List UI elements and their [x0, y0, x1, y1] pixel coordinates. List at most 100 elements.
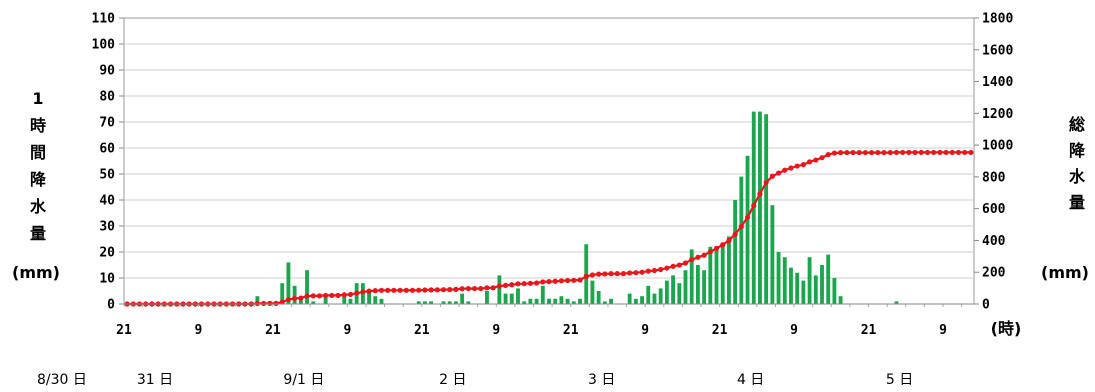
hourly-bar	[640, 296, 644, 304]
hourly-bar	[727, 236, 731, 304]
cumulative-point	[732, 231, 738, 237]
cumulative-point	[546, 278, 552, 285]
y-right-tick-label: 400	[982, 234, 1006, 249]
cumulative-point	[273, 300, 279, 306]
cumulative-point	[409, 287, 416, 293]
cumulative-point	[838, 149, 844, 156]
y-left-tick-label: 30	[99, 220, 115, 235]
cumulative-point	[862, 149, 869, 156]
hourly-bar	[776, 252, 781, 304]
hourly-bar	[764, 114, 769, 304]
hourly-bar	[695, 265, 700, 304]
cumulative-point	[900, 149, 906, 156]
cumulative-point	[484, 285, 490, 291]
cumulative-point	[428, 287, 434, 293]
cumulative-point	[496, 283, 502, 289]
y-left-tick-label: 50	[99, 168, 115, 183]
cumulative-point	[713, 245, 720, 251]
cumulative-point	[869, 149, 875, 156]
cumulative-point	[347, 291, 354, 298]
hourly-bar	[429, 301, 434, 304]
hourly-bar	[447, 301, 452, 304]
y-left-title-char: 降	[30, 170, 47, 189]
hourly-bar	[671, 275, 676, 304]
cumulative-point	[850, 149, 856, 156]
cumulative-point	[633, 270, 639, 276]
cumulative-point	[819, 155, 825, 161]
hourly-bar	[503, 293, 508, 304]
hourly-bar	[801, 280, 806, 304]
cumulative-point	[372, 288, 378, 294]
cumulative-point	[279, 299, 285, 305]
hourly-bar	[460, 293, 465, 304]
x-tick-label: 21	[861, 323, 877, 338]
cumulative-point	[937, 149, 943, 156]
cumulative-point	[664, 265, 670, 271]
hourly-bar	[578, 298, 582, 304]
hourly-bar	[609, 298, 613, 304]
y-left-title-char: 水	[30, 197, 47, 216]
x-tick-label: 21	[712, 323, 728, 338]
cumulative-point	[571, 277, 577, 283]
plot-frame	[123, 17, 975, 305]
hourly-bar	[540, 285, 545, 304]
cumulative-point	[682, 260, 689, 266]
cumulative-point	[775, 170, 782, 176]
hourly-bar	[522, 301, 527, 304]
hourly-bar	[702, 270, 707, 304]
y-right-tick-label: 800	[982, 170, 1006, 185]
x-tick-label: 9	[939, 323, 947, 338]
cumulative-point	[757, 191, 763, 197]
hourly-bar	[255, 296, 260, 304]
hourly-bar	[280, 283, 285, 304]
cumulative-point	[565, 277, 571, 284]
date-label: 4 日	[737, 372, 764, 388]
cumulative-point	[391, 287, 397, 293]
hourly-bar	[832, 278, 837, 304]
cumulative-point	[763, 179, 769, 185]
cumulative-point	[329, 292, 335, 299]
hourly-bar	[758, 111, 762, 304]
cumulative-point	[831, 150, 838, 156]
hourly-bar	[807, 257, 812, 304]
y-right-title-char: 降	[1069, 141, 1086, 160]
cumulative-point	[583, 273, 589, 279]
hourly-bar	[379, 298, 384, 304]
cumulative-point	[540, 279, 546, 285]
hourly-bar	[509, 293, 514, 304]
date-label: 31 日	[137, 372, 173, 388]
cumulative-point	[292, 295, 298, 302]
hourly-bar	[720, 244, 725, 304]
cumulative-point	[298, 295, 304, 301]
hourly-bar	[342, 293, 347, 304]
cumulative-point	[471, 285, 478, 292]
hourly-bar	[305, 270, 309, 304]
hourly-bar	[323, 296, 328, 304]
y-right-tick-label: 1800	[982, 12, 1013, 27]
cumulative-point	[490, 285, 496, 291]
cumulative-point	[267, 300, 273, 306]
hourly-bar	[373, 296, 378, 304]
cumulative-point	[397, 287, 403, 293]
cumulative-point	[806, 159, 813, 165]
cumulative-rain-line	[124, 149, 974, 307]
hourly-bar	[658, 288, 663, 304]
cumulative-point	[478, 285, 484, 292]
hourly-bar	[311, 301, 316, 304]
y-right-tick-label: 600	[982, 202, 1006, 217]
cumulative-point	[751, 203, 757, 209]
x-tick-label: 9	[790, 323, 798, 338]
hourly-bar	[745, 155, 750, 304]
cumulative-point	[918, 149, 924, 156]
cumulative-point	[962, 149, 968, 156]
cumulative-point	[502, 282, 509, 289]
cumulative-point	[602, 271, 608, 277]
cumulative-point	[323, 292, 329, 299]
hourly-bar	[466, 301, 471, 304]
gridlines	[124, 43, 974, 279]
date-label: 2 日	[439, 372, 466, 388]
cumulative-point	[955, 149, 962, 156]
x-axis-unit: (時)	[991, 319, 1022, 338]
x-tick-label: 21	[563, 323, 579, 338]
hourly-bar	[441, 301, 446, 304]
